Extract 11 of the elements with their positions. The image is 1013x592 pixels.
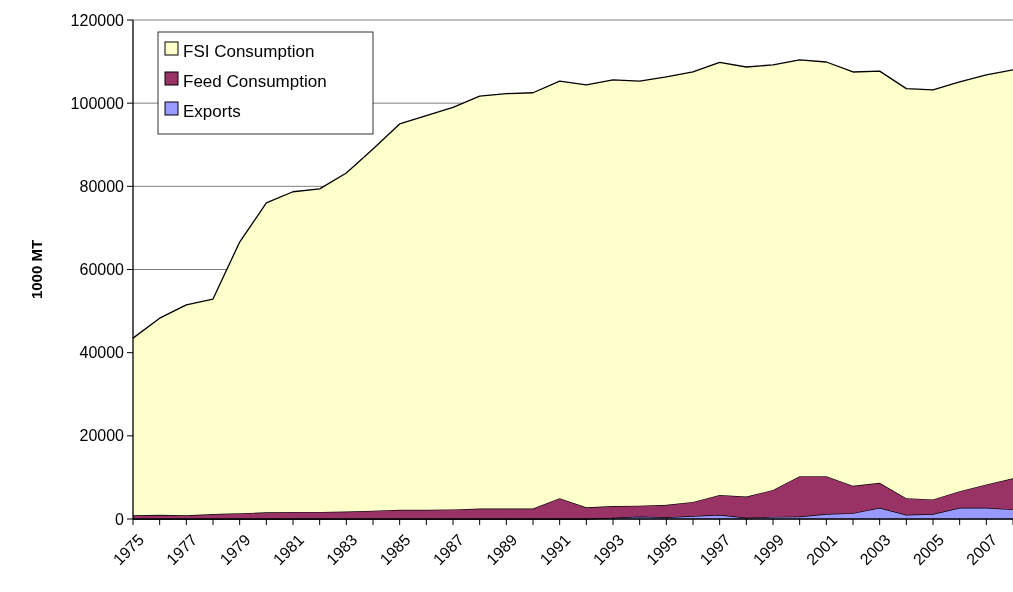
y-tick-label: 40000: [79, 344, 125, 362]
y-tick-label: 60000: [79, 261, 125, 279]
legend-label: Feed Consumption: [183, 71, 327, 91]
y-tick-label: 20000: [79, 427, 125, 445]
y-tick-label: 120000: [70, 11, 125, 29]
y-tick-label: 80000: [79, 177, 125, 195]
y-tick-label: 100000: [70, 94, 125, 112]
y-axis-title: 1000 MT: [28, 239, 45, 300]
y-tick-label: 0: [115, 510, 125, 528]
legend-label: Exports: [183, 101, 241, 121]
legend-label: FSI Consumption: [183, 41, 315, 61]
